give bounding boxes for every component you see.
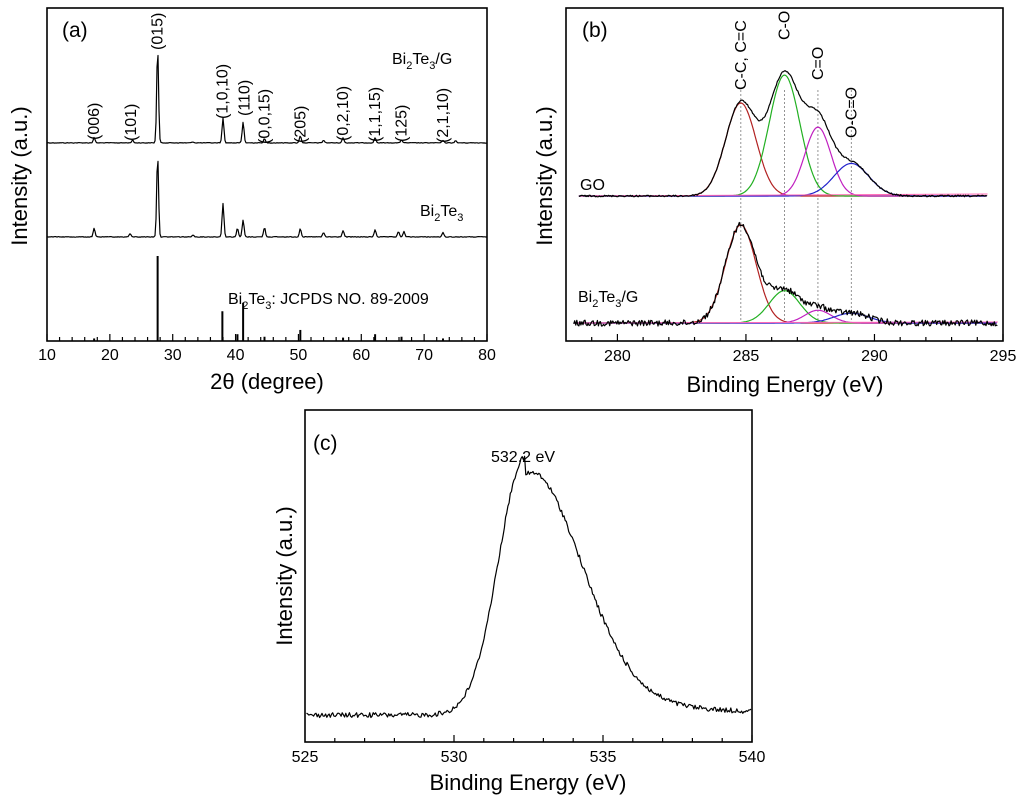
panel-b-component-label: C-C, C=C [733,20,750,90]
panel-b-component-label: C=O [810,47,827,80]
panel-b-label: (b) [582,19,608,42]
panel-a-peak-label: (205) [292,106,309,143]
panel-b-x-ticks: 280 285 290 295 [591,334,1017,365]
panel-a-y-axis-title: Intensity (a.u.) [7,106,32,245]
panel-a-peak-label: (0,2,10) [335,86,352,141]
panel-b-x-tick-label: 295 [990,348,1017,365]
panel-b-xps-c1s: 280 285 290 295 C-C, C=C C-OC=OO-C=O (b) GO … [532,7,1017,397]
panel-a-x-tick-label: 20 [101,347,119,364]
panel-a-series-label-bi2te3g: Bi2Te3/G [392,51,452,72]
panel-c-spectrum-line [306,455,752,719]
panel-c-x-ticks: 525 530 535 540 [292,735,766,766]
panel-a-peak-label: (1,1,15) [367,87,384,142]
panel-a-reference-label: Bi2Te3: JCPDS NO. 89-2009 [228,291,429,312]
panel-a-x-tick-label: 10 [38,347,56,364]
panel-c-x-tick-label: 525 [292,749,319,766]
panel-b-component-label: C-O [777,11,794,40]
panel-b-go-component-line [578,74,987,197]
panel-b-x-tick-label: 285 [733,348,760,365]
panel-b-plot-frame [565,7,1004,342]
panel-a-xrd: 10 20 30 40 50 60 70 80 (006) (101) (015) (1,0,10)… [7,7,496,394]
panel-c-x-axis-title: Binding Energy (eV) [430,770,627,795]
panel-b-sample-label-composite: Bi2Te3/G [578,289,638,310]
panel-a-peak-label: (2,1,10) [435,88,452,143]
panel-a-peak-label: (101) [123,104,140,141]
panel-b-go-component-line [578,162,987,197]
panel-c-label: (c) [313,432,338,455]
panel-c-x-tick-label: 535 [590,749,617,766]
panel-a-peak-label: (006) [86,103,103,140]
panel-c-y-axis-title: Intensity (a.u.) [272,506,297,645]
panel-a-plot-frame [46,7,488,342]
panel-a-peak-label: (110) [236,80,253,116]
panel-b-traces [573,70,998,327]
panel-b-composite-spectrum-line [573,221,998,327]
panel-b-component-label: O-C=O [843,87,860,138]
panel-a-series-1-line [46,160,488,238]
panel-b-y-axis-title: Intensity (a.u.) [532,106,557,245]
panel-b-go-spectrum-line [578,70,988,198]
panel-a-series-label-bi2te3: Bi2Te3 [420,203,463,224]
panel-a-series-0-line [46,54,487,144]
panel-c-traces [306,455,752,719]
panel-a-x-tick-label: 70 [415,347,433,364]
panel-a-peak-label: (0,0,15) [256,89,273,144]
panel-c-x-tick-label: 540 [739,749,766,766]
panel-a-peak-label: (1,0,10) [214,64,231,119]
panel-a-x-axis-title: 2θ (degree) [210,369,324,394]
panel-c-plot-frame [304,409,753,743]
panel-a-reference-sticks [93,256,444,341]
panel-b-x-axis-title: Binding Energy (eV) [687,372,884,397]
panel-a-x-tick-label: 40 [227,347,245,364]
panel-a-peak-label: (125) [394,105,411,142]
panel-b-go-component-line [578,126,987,197]
panel-a-x-tick-label: 80 [478,347,496,364]
panel-b-x-tick-label: 290 [861,348,888,365]
panel-b-sample-label-go: GO [580,177,605,194]
panel-a-x-tick-label: 50 [290,347,308,364]
panel-a-x-tick-label: 30 [164,347,182,364]
panel-c-xps-o1s: 525 530 535 540 (c) 532.2 eV Binding Energy… [272,409,766,795]
panel-a-x-ticks: 10 20 30 40 50 60 70 80 [38,334,496,364]
panel-b-component-guides [740,90,852,322]
panel-b-x-tick-label: 280 [604,348,631,365]
panel-a-x-tick-label: 60 [352,347,370,364]
panel-a-label: (a) [62,19,88,42]
panel-a-traces [46,54,488,238]
panel-a-peak-labels: (006) (101) (015) (1,0,10) (110) (0,0,15) (205… [86,13,452,144]
panel-b-composite-component-line [573,224,997,324]
panel-c-peak-annotation: 532.2 eV [491,449,555,466]
panel-a-peak-label: (015) [150,13,167,50]
panel-b-component-labels: C-C, C=C C-O C=O O-C=O [733,11,861,138]
panel-b-go-component-line [578,102,987,197]
panel-c-x-tick-label: 530 [441,749,468,766]
